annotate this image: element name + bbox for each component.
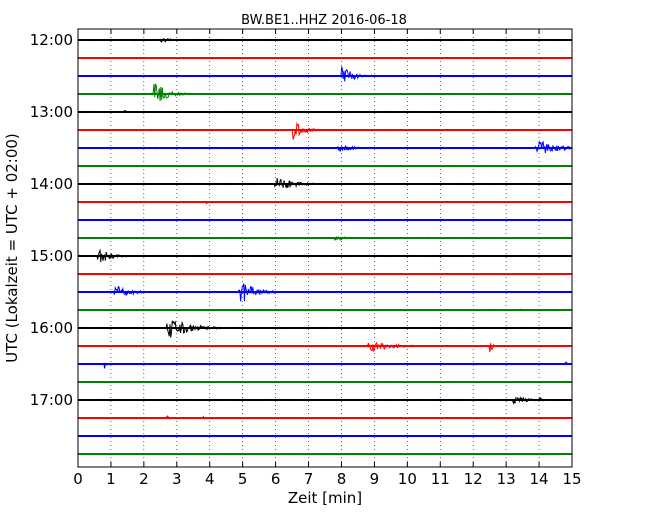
x-tick-label-6: 6 [271, 470, 281, 488]
x-axis: 0 1 2 3 4 5 6 7 8 9 10 11 12 13 14 15 [73, 29, 582, 488]
trace-11 [77, 236, 573, 241]
trace-17 [77, 341, 573, 353]
y-axis-label: UTC (Lokalzeit = UTC + 02:00) [3, 133, 21, 363]
trace-4 [77, 110, 573, 114]
x-tick-label-1: 1 [106, 470, 116, 488]
trace-16 [77, 320, 573, 338]
x-tick-label-3: 3 [172, 470, 182, 488]
x-tick-label-9: 9 [370, 470, 380, 488]
y-tick-label-0: 12:00 [30, 31, 73, 49]
trace-14 [77, 283, 573, 302]
x-tick-label-4: 4 [205, 470, 215, 488]
trace-6 [77, 140, 573, 154]
trace-9 [77, 200, 573, 205]
x-tick-label-0: 0 [73, 470, 83, 488]
x-tick-label-14: 14 [530, 470, 549, 488]
trace-1 [77, 56, 573, 60]
trace-12 [77, 248, 573, 263]
x-tick-label-12: 12 [464, 470, 483, 488]
trace-7 [77, 164, 573, 168]
x-tick-label-7: 7 [304, 470, 314, 488]
chart-title: BW.BE1..HHZ 2016-06-18 [241, 13, 407, 28]
y-axis: 12:00 13:00 14:00 15:00 16:00 17:00 [30, 31, 572, 409]
x-axis-label: Zeit [min] [288, 489, 362, 507]
plot-frame [77, 28, 573, 468]
trace-19 [77, 380, 573, 384]
trace-3 [77, 83, 573, 102]
trace-5 [77, 121, 573, 140]
trace-23 [77, 452, 573, 456]
x-tick-label-2: 2 [139, 470, 149, 488]
y-tick-label-2: 14:00 [30, 175, 73, 193]
trace-15 [77, 308, 573, 312]
trace-0 [77, 37, 573, 43]
trace-10 [77, 218, 573, 222]
x-tick-label-11: 11 [431, 470, 450, 488]
x-tick-label-10: 10 [398, 470, 417, 488]
trace-13 [77, 272, 573, 276]
y-tick-label-1: 13:00 [30, 103, 73, 121]
y-tick-label-3: 15:00 [30, 247, 73, 265]
y-tick-label-4: 16:00 [30, 319, 73, 337]
trace-2 [77, 66, 573, 82]
trace-21 [77, 415, 573, 420]
x-tick-label-15: 15 [562, 470, 581, 488]
trace-8 [77, 178, 573, 189]
trace-20 [77, 396, 573, 405]
x-tick-label-5: 5 [238, 470, 248, 488]
trace-18 [77, 361, 573, 369]
trace-22 [77, 434, 573, 438]
x-tick-label-13: 13 [497, 470, 516, 488]
trace-group [77, 37, 573, 456]
x-tick-label-8: 8 [337, 470, 347, 488]
y-tick-label-5: 17:00 [30, 391, 73, 409]
